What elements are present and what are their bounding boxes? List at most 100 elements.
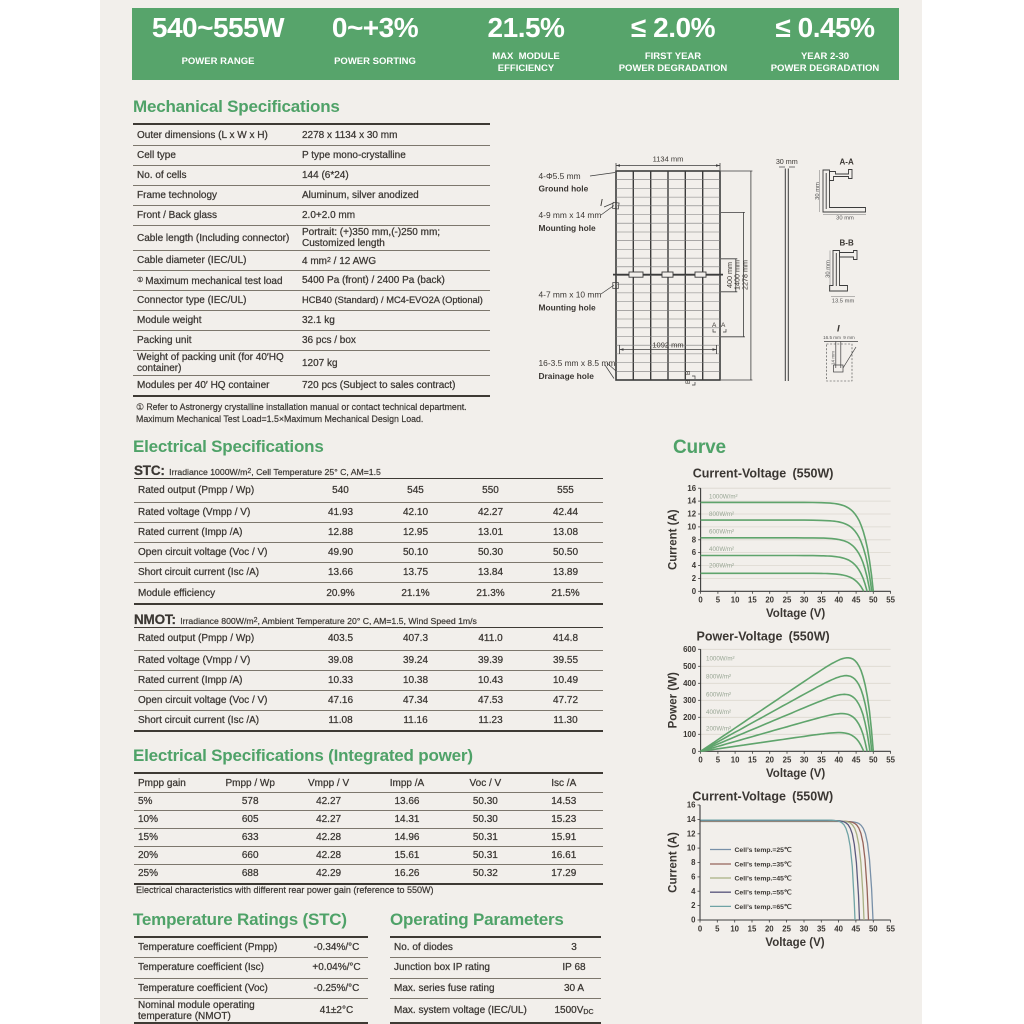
svg-text:45: 45: [852, 925, 861, 934]
svg-text:35: 35: [817, 925, 826, 934]
svg-text:Power (W): Power (W): [668, 672, 680, 728]
svg-text:Mounting hole: Mounting hole: [539, 223, 597, 233]
svg-text:8: 8: [692, 535, 697, 544]
svg-text:15: 15: [748, 756, 757, 765]
svg-text:Cell’s temp.=35℃: Cell’s temp.=35℃: [735, 861, 792, 869]
svg-text:4: 4: [692, 561, 697, 570]
svg-text:40: 40: [834, 925, 843, 934]
svg-text:5: 5: [715, 925, 720, 934]
svg-text:5: 5: [716, 756, 721, 765]
svg-text:400: 400: [683, 679, 697, 688]
svg-text:30 mm: 30 mm: [826, 260, 832, 278]
svg-text:30 mm: 30 mm: [815, 182, 821, 200]
svg-text:400W/m²: 400W/m²: [709, 546, 734, 553]
svg-text:5: 5: [716, 596, 721, 605]
svg-text:10: 10: [731, 756, 740, 765]
svg-text:I: I: [837, 324, 840, 335]
svg-text:55: 55: [886, 596, 895, 605]
svg-text:14: 14: [687, 497, 696, 506]
svg-text:40: 40: [834, 596, 843, 605]
svg-text:200: 200: [683, 713, 697, 722]
svg-text:25: 25: [782, 925, 791, 934]
svg-text:Voltage (V): Voltage (V): [766, 608, 825, 620]
svg-text:I: I: [600, 198, 603, 209]
svg-text:10: 10: [730, 925, 739, 934]
svg-text:0: 0: [692, 747, 697, 756]
svg-text:800W/m²: 800W/m²: [706, 674, 731, 681]
svg-text:9 mm: 9 mm: [843, 335, 855, 340]
svg-text:Drainage hole: Drainage hole: [539, 371, 595, 381]
svg-text:16.5 mm: 16.5 mm: [823, 335, 841, 340]
svg-text:8: 8: [691, 858, 696, 867]
svg-text:10: 10: [731, 596, 740, 605]
svg-text:20: 20: [765, 756, 774, 765]
svg-text:30: 30: [800, 925, 809, 934]
svg-text:50: 50: [869, 756, 878, 765]
svg-text:20: 20: [765, 925, 774, 934]
svg-text:6: 6: [691, 873, 696, 882]
svg-text:B: B: [685, 371, 692, 375]
svg-text:Mounting hole: Mounting hole: [539, 302, 597, 312]
svg-text:2: 2: [691, 901, 696, 910]
svg-text:400W/m²: 400W/m²: [706, 709, 731, 716]
svg-text:50: 50: [869, 596, 878, 605]
svg-text:4-9 mm x 14 mm: 4-9 mm x 14 mm: [539, 210, 602, 220]
svg-text:1092 mm: 1092 mm: [652, 341, 683, 350]
svg-text:600W/m²: 600W/m²: [706, 692, 731, 699]
svg-text:25: 25: [783, 756, 792, 765]
svg-text:B: B: [685, 380, 692, 384]
svg-text:50: 50: [869, 925, 878, 934]
svg-text:600W/m²: 600W/m²: [709, 529, 734, 536]
svg-text:1000W/m²: 1000W/m²: [709, 494, 738, 501]
svg-text:10: 10: [687, 523, 696, 532]
svg-text:15: 15: [748, 925, 757, 934]
svg-text:2: 2: [692, 574, 697, 583]
svg-text:2278 mm: 2278 mm: [740, 260, 749, 290]
svg-text:0: 0: [698, 596, 703, 605]
svg-text:45: 45: [852, 596, 861, 605]
svg-text:Power-Voltage (550W): Power-Voltage (550W): [697, 630, 830, 644]
svg-text:Cell’s temp.=45℃: Cell’s temp.=45℃: [735, 875, 792, 883]
svg-text:1400 mm: 1400 mm: [733, 260, 742, 290]
svg-text:0: 0: [698, 756, 703, 765]
svg-text:0: 0: [698, 925, 703, 934]
svg-text:12: 12: [687, 829, 696, 838]
svg-text:4-7 mm x 10 mm: 4-7 mm x 10 mm: [539, 290, 602, 300]
svg-text:600: 600: [683, 645, 697, 654]
svg-text:Cell’s temp.=55℃: Cell’s temp.=55℃: [735, 889, 792, 897]
svg-text:A: A: [712, 322, 717, 329]
svg-text:Current-Voltage (550W): Current-Voltage (550W): [692, 790, 833, 804]
svg-text:15: 15: [748, 596, 757, 605]
svg-text:40: 40: [834, 756, 843, 765]
svg-text:500: 500: [683, 662, 697, 671]
svg-text:35: 35: [817, 596, 826, 605]
svg-text:10: 10: [687, 844, 696, 853]
svg-text:Current-Voltage (550W): Current-Voltage (550W): [693, 467, 834, 481]
svg-text:12: 12: [687, 510, 696, 519]
svg-text:800W/m²: 800W/m²: [709, 511, 734, 518]
svg-text:4: 4: [691, 887, 696, 896]
svg-text:Cell’s temp.=65℃: Cell’s temp.=65℃: [735, 903, 792, 911]
svg-text:Voltage (V): Voltage (V): [766, 768, 825, 780]
svg-text:30 mm: 30 mm: [836, 216, 854, 222]
svg-text:A-A: A-A: [840, 158, 854, 167]
svg-text:14 mm: 14 mm: [831, 351, 836, 365]
svg-text:20: 20: [765, 596, 774, 605]
svg-text:A: A: [721, 322, 726, 329]
svg-text:35: 35: [817, 756, 826, 765]
svg-text:Current (A): Current (A): [668, 509, 680, 570]
svg-text:0: 0: [692, 587, 697, 596]
svg-text:30: 30: [800, 596, 809, 605]
svg-text:300: 300: [683, 696, 697, 705]
svg-text:16-3.5 mm x 8.5 mm: 16-3.5 mm x 8.5 mm: [539, 358, 616, 368]
svg-text:200W/m²: 200W/m²: [709, 563, 734, 570]
svg-text:Cell’s temp.=25℃: Cell’s temp.=25℃: [735, 846, 792, 854]
svg-text:0: 0: [691, 916, 696, 925]
svg-text:16: 16: [687, 484, 696, 493]
svg-text:Ground hole: Ground hole: [539, 184, 589, 194]
svg-text:55: 55: [886, 925, 895, 934]
svg-text:45: 45: [852, 756, 861, 765]
svg-text:100: 100: [683, 730, 697, 739]
svg-text:B-B: B-B: [840, 239, 854, 248]
svg-text:55: 55: [886, 756, 895, 765]
